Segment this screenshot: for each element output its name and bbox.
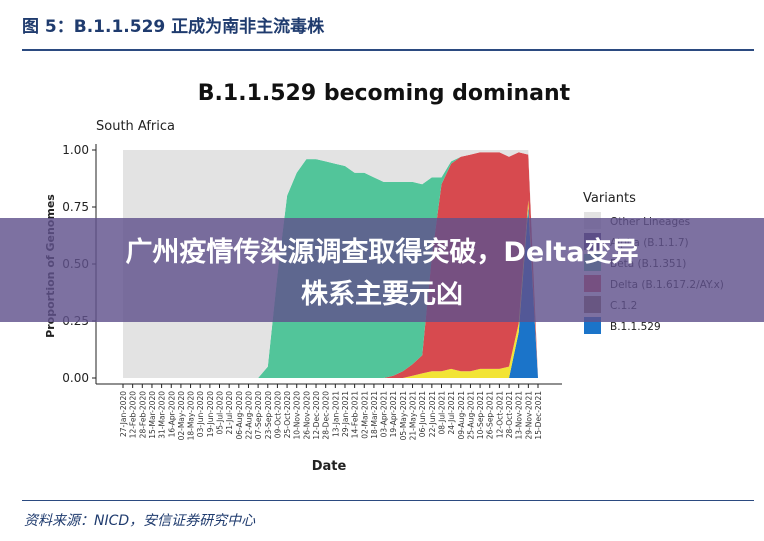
x-axis-label: Date bbox=[312, 459, 347, 474]
y-tick-label: 0.00 bbox=[62, 371, 89, 385]
x-tick-label: 31-Mar-2020 bbox=[158, 391, 167, 439]
x-tick-label: 29-Nov-2021 bbox=[524, 391, 533, 440]
x-tick-label: 02-May-2020 bbox=[177, 391, 186, 441]
banner-headline-line1: 广州疫情传染源调查取得突破，Delta变异 bbox=[125, 237, 639, 268]
headline-banner bbox=[0, 218, 764, 322]
x-tick-label: 14-Feb-2021 bbox=[351, 391, 360, 439]
x-tick-label: 29-Jan-2021 bbox=[341, 391, 350, 437]
x-tick-label: 28-Oct-2021 bbox=[505, 391, 514, 438]
x-tick-label: 03-Jun-2020 bbox=[196, 391, 205, 437]
x-tick-label: 02-Mar-2021 bbox=[360, 391, 369, 439]
x-tick-label: 05-Jul-2020 bbox=[216, 391, 225, 435]
x-tick-label: 06-Aug-2020 bbox=[235, 391, 244, 440]
x-tick-label: 06-Jun-2021 bbox=[418, 391, 427, 437]
x-tick-label: 22-Jun-2021 bbox=[428, 391, 437, 437]
x-tick-label: 12-Dec-2020 bbox=[312, 391, 321, 440]
x-tick-label: 28-Dec-2020 bbox=[322, 391, 331, 440]
x-tick-label: 13-Nov-2021 bbox=[515, 391, 524, 440]
banner-headline-line2: 株系主要元凶 bbox=[301, 279, 463, 310]
legend-label: B.1.1.529 bbox=[610, 321, 661, 333]
x-tick-label: 28-Feb-2020 bbox=[138, 391, 147, 439]
x-tick-label: 05-May-2021 bbox=[399, 391, 408, 441]
x-tick-label: 15-Mar-2020 bbox=[148, 391, 157, 439]
x-tick-label: 25-Aug-2021 bbox=[466, 391, 475, 440]
x-tick-label: 16-Apr-2020 bbox=[167, 391, 176, 438]
x-tick-label: 22-Aug-2020 bbox=[245, 391, 254, 440]
x-tick-label: 25-Oct-2020 bbox=[283, 391, 292, 438]
bottom-rule bbox=[22, 500, 754, 501]
x-tick-label: 18-Mar-2021 bbox=[370, 391, 379, 439]
x-tick-label: 21-Jul-2020 bbox=[225, 391, 234, 435]
x-tick-label: 26-Nov-2020 bbox=[302, 391, 311, 440]
y-tick-label: 0.75 bbox=[62, 200, 89, 214]
x-tick-label: 12-Feb-2020 bbox=[129, 391, 138, 439]
top-rule bbox=[22, 49, 754, 51]
chart-subtitle: South Africa bbox=[96, 119, 175, 134]
x-tick-label: 10-Nov-2020 bbox=[293, 391, 302, 440]
x-tick-label: 18-May-2020 bbox=[187, 391, 196, 441]
x-tick-label: 07-Sep-2020 bbox=[254, 391, 263, 439]
legend-title: Variants bbox=[583, 191, 636, 206]
x-tick-label: 23-Sep-2020 bbox=[264, 391, 273, 439]
x-tick-label: 09-Oct-2020 bbox=[273, 391, 282, 438]
figure-caption: 图 5：B.1.1.529 正成为南非主流毒株 bbox=[22, 17, 325, 37]
source-note: 资料来源：NICD，安信证券研究中心 bbox=[24, 513, 256, 529]
x-tick-label: 03-Apr-2021 bbox=[380, 391, 389, 438]
x-tick-label: 08-Jul-2021 bbox=[438, 391, 447, 435]
x-tick-label: 19-Jun-2020 bbox=[206, 391, 215, 437]
x-tick-label: 19-Apr-2021 bbox=[389, 391, 398, 438]
x-tick-label: 15-Dec-2021 bbox=[534, 391, 543, 440]
x-tick-label: 24-Jul-2021 bbox=[447, 391, 456, 435]
x-tick-label: 26-Sep-2021 bbox=[486, 391, 495, 439]
y-tick-label: 1.00 bbox=[62, 143, 89, 157]
x-tick-label: 12-Oct-2021 bbox=[495, 391, 504, 438]
chart-title: B.1.1.529 becoming dominant bbox=[198, 81, 571, 106]
x-tick-label: 10-Sep-2021 bbox=[476, 391, 485, 439]
axes-group: 0.000.250.500.751.0027-Jan-202012-Feb-20… bbox=[62, 143, 562, 440]
x-tick-label: 09-Aug-2021 bbox=[457, 391, 466, 440]
x-tick-label: 13-Jan-2021 bbox=[331, 391, 340, 437]
x-tick-label: 21-May-2021 bbox=[409, 391, 418, 441]
x-tick-label: 27-Jan-2020 bbox=[119, 391, 128, 437]
